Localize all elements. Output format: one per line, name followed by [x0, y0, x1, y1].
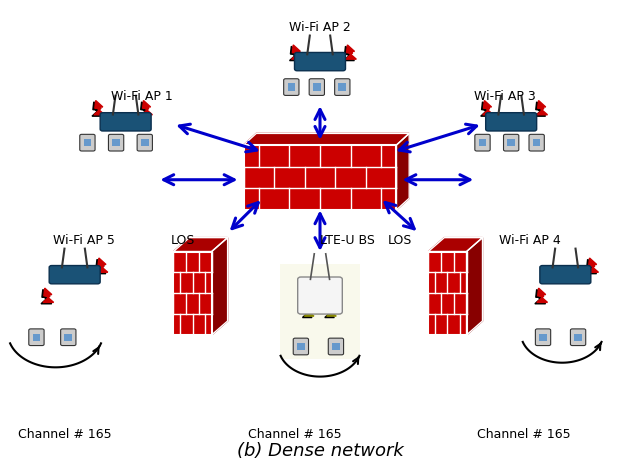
- Polygon shape: [97, 258, 108, 272]
- FancyBboxPatch shape: [574, 334, 582, 341]
- FancyBboxPatch shape: [486, 113, 537, 131]
- FancyBboxPatch shape: [570, 329, 586, 346]
- FancyBboxPatch shape: [284, 79, 299, 96]
- FancyBboxPatch shape: [335, 79, 350, 96]
- FancyBboxPatch shape: [84, 139, 92, 146]
- Polygon shape: [140, 102, 150, 116]
- FancyBboxPatch shape: [49, 266, 100, 284]
- Text: Wi-Fi AP 1: Wi-Fi AP 1: [111, 90, 172, 103]
- Polygon shape: [141, 101, 152, 115]
- FancyBboxPatch shape: [294, 53, 346, 71]
- FancyBboxPatch shape: [29, 329, 44, 346]
- Polygon shape: [586, 260, 596, 274]
- Polygon shape: [467, 238, 483, 335]
- Polygon shape: [588, 258, 598, 272]
- Text: (b) Dense network: (b) Dense network: [237, 442, 403, 460]
- Text: Channel # 165: Channel # 165: [248, 428, 341, 441]
- Text: Wi-Fi AP 5: Wi-Fi AP 5: [53, 234, 115, 247]
- Polygon shape: [428, 238, 483, 252]
- Polygon shape: [92, 102, 102, 116]
- Polygon shape: [303, 305, 312, 317]
- FancyBboxPatch shape: [108, 134, 124, 151]
- FancyBboxPatch shape: [137, 134, 152, 151]
- Polygon shape: [396, 133, 409, 210]
- FancyBboxPatch shape: [173, 252, 212, 335]
- Polygon shape: [291, 45, 302, 59]
- Polygon shape: [212, 238, 228, 335]
- Polygon shape: [346, 45, 356, 59]
- FancyBboxPatch shape: [508, 139, 515, 146]
- Polygon shape: [537, 101, 547, 115]
- FancyBboxPatch shape: [540, 334, 547, 341]
- FancyBboxPatch shape: [309, 79, 324, 96]
- Text: Channel # 165: Channel # 165: [19, 428, 112, 441]
- FancyBboxPatch shape: [33, 334, 40, 341]
- FancyBboxPatch shape: [475, 134, 490, 151]
- FancyBboxPatch shape: [339, 83, 346, 91]
- Polygon shape: [289, 46, 300, 61]
- Text: Wi-Fi AP 4: Wi-Fi AP 4: [499, 234, 561, 247]
- FancyBboxPatch shape: [80, 134, 95, 151]
- Text: Wi-Fi AP 3: Wi-Fi AP 3: [474, 90, 536, 103]
- FancyBboxPatch shape: [244, 145, 396, 210]
- Polygon shape: [481, 102, 492, 116]
- Polygon shape: [305, 303, 314, 316]
- FancyBboxPatch shape: [100, 113, 151, 131]
- Polygon shape: [43, 288, 54, 302]
- Text: LOS: LOS: [387, 234, 412, 247]
- FancyBboxPatch shape: [280, 264, 360, 359]
- Polygon shape: [326, 303, 336, 316]
- FancyBboxPatch shape: [533, 139, 540, 146]
- FancyBboxPatch shape: [313, 83, 321, 91]
- Polygon shape: [324, 305, 334, 317]
- FancyBboxPatch shape: [297, 343, 305, 350]
- Polygon shape: [535, 102, 545, 116]
- Text: LTE-U BS: LTE-U BS: [320, 234, 375, 247]
- Polygon shape: [41, 289, 52, 304]
- Polygon shape: [535, 289, 545, 304]
- FancyBboxPatch shape: [536, 329, 550, 346]
- Polygon shape: [244, 133, 409, 145]
- FancyBboxPatch shape: [112, 139, 120, 146]
- Polygon shape: [537, 288, 547, 302]
- FancyBboxPatch shape: [428, 252, 467, 335]
- Polygon shape: [344, 46, 355, 61]
- Polygon shape: [483, 101, 493, 115]
- FancyBboxPatch shape: [529, 134, 544, 151]
- FancyBboxPatch shape: [61, 329, 76, 346]
- FancyBboxPatch shape: [504, 134, 519, 151]
- Text: Channel # 165: Channel # 165: [477, 428, 571, 441]
- FancyBboxPatch shape: [65, 334, 72, 341]
- FancyBboxPatch shape: [287, 83, 295, 91]
- FancyBboxPatch shape: [141, 139, 148, 146]
- FancyBboxPatch shape: [332, 343, 340, 350]
- Text: LOS: LOS: [171, 234, 195, 247]
- Polygon shape: [95, 260, 106, 274]
- Polygon shape: [94, 101, 104, 115]
- FancyBboxPatch shape: [298, 277, 342, 314]
- FancyBboxPatch shape: [328, 338, 344, 355]
- FancyBboxPatch shape: [293, 338, 308, 355]
- Polygon shape: [173, 238, 228, 252]
- Text: Wi-Fi AP 2: Wi-Fi AP 2: [289, 21, 351, 34]
- FancyBboxPatch shape: [540, 266, 591, 284]
- FancyBboxPatch shape: [479, 139, 486, 146]
